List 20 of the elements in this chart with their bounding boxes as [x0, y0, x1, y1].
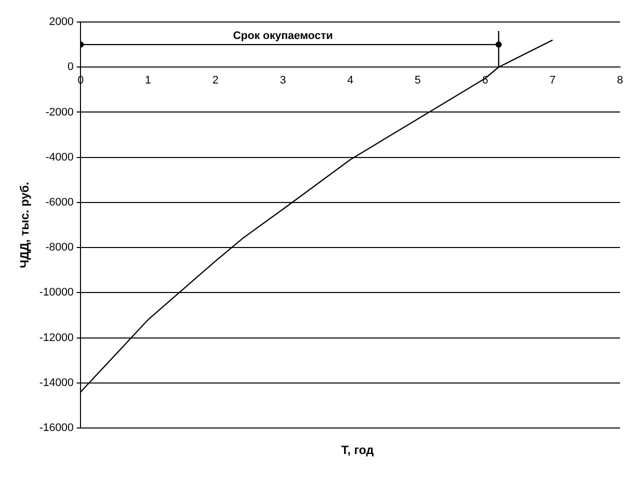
y-tick-label: -12000: [39, 332, 74, 344]
x-tick-label: 8: [616, 74, 624, 87]
x-axis-title: Т, год: [340, 443, 375, 457]
annotation: Срок окупаемости: [232, 30, 333, 42]
x-tick-label: 3: [280, 74, 286, 87]
x-tick-label: 5: [414, 74, 421, 87]
x-tick-label: 4: [347, 74, 354, 87]
y-tick-label: -2000: [46, 106, 74, 118]
x-tick-label: 2: [212, 74, 219, 87]
y-tick-label: -4000: [46, 151, 74, 164]
y-tick-label: -8000: [46, 242, 74, 254]
y-tick-label: 0: [68, 61, 74, 74]
y-tick-label: -6000: [46, 196, 74, 208]
y-tick-label: -10000: [39, 286, 74, 299]
x-tick-label: 1: [145, 74, 152, 87]
y-tick-label: -14000: [39, 376, 74, 389]
y-tick-label: -16000: [39, 422, 74, 434]
y-axis-title: ЧДД, тыс. руб.: [18, 182, 32, 268]
y-tick-label: 2000: [49, 16, 74, 28]
x-tick-label: 7: [550, 74, 556, 87]
